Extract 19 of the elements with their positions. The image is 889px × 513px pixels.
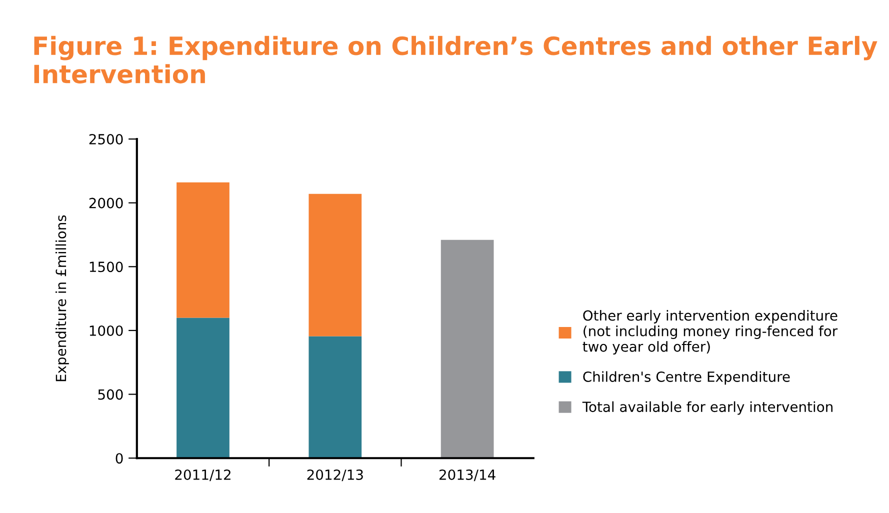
bar xyxy=(176,182,230,318)
chart-title: Figure 1: Expenditure on Children’s Centres and other Early Intervention xyxy=(34,36,878,84)
bar xyxy=(440,240,494,458)
legend-label: Other early intervention expenditure (not including money ring-fenced for two year old offer) xyxy=(582,310,838,355)
y-tick-label: 500 xyxy=(98,389,123,400)
bar xyxy=(308,336,362,458)
bar xyxy=(308,194,362,336)
x-tick-label: 2011/12 xyxy=(175,469,230,482)
legend-label: Children's Centre Expenditure xyxy=(583,371,790,385)
y-tick-label: 2000 xyxy=(89,198,123,208)
legend-label: Total available for early intervention xyxy=(582,401,832,415)
y-tick-label: 1000 xyxy=(90,325,123,336)
x-tick-label: 2013/14 xyxy=(439,469,496,482)
y-tick-label: 1500 xyxy=(90,262,123,272)
x-tick-label: 2012/13 xyxy=(307,469,363,482)
y-axis-title: Expenditure in £millions xyxy=(55,215,69,382)
bar xyxy=(176,318,230,458)
y-tick-label: 2500 xyxy=(89,134,123,144)
y-tick-label: 0 xyxy=(116,453,123,464)
